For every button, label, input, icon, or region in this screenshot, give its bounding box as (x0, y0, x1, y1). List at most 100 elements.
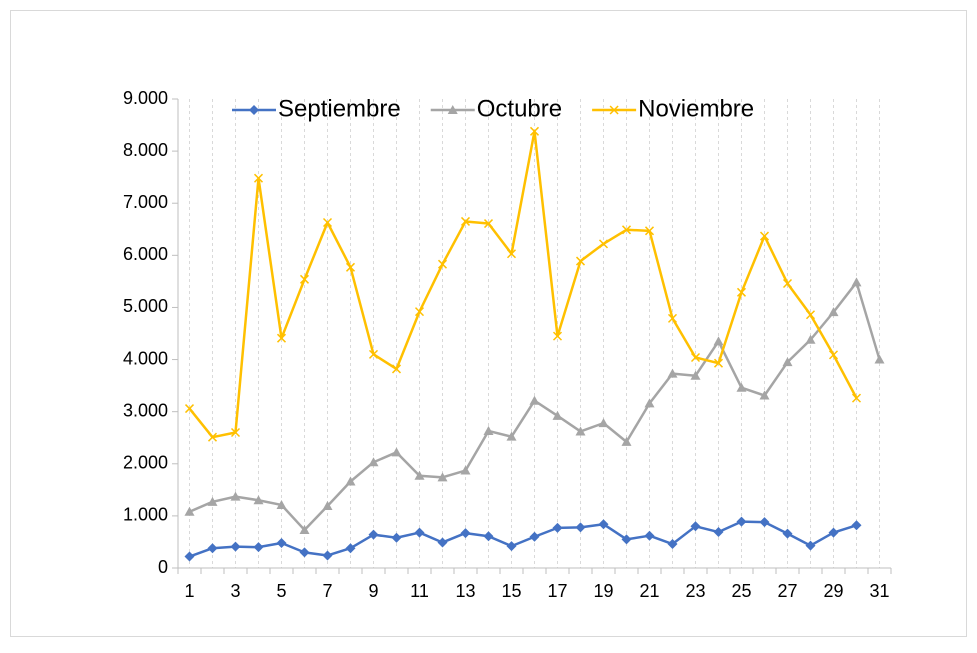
x-tick-label: 23 (685, 581, 705, 601)
marker (447, 105, 458, 114)
marker (621, 534, 632, 545)
marker (805, 310, 816, 320)
marker (483, 425, 494, 435)
marker (299, 524, 310, 534)
x-tick-label: 19 (593, 581, 613, 601)
y-tick-label: 3.000 (123, 400, 168, 420)
marker (345, 476, 356, 486)
marker (736, 516, 747, 527)
x-tick-label: 13 (455, 581, 475, 601)
marker (805, 334, 816, 344)
marker (299, 274, 310, 284)
marker (552, 331, 563, 341)
marker (598, 418, 609, 428)
marker (575, 256, 586, 266)
marker (736, 382, 747, 392)
marker (552, 522, 563, 533)
marker (368, 529, 379, 540)
marker (828, 350, 839, 360)
x-tick-label: 5 (276, 581, 286, 601)
marker (299, 547, 310, 558)
marker (575, 426, 586, 436)
legend-label: Noviembre (638, 95, 754, 122)
marker (874, 354, 885, 364)
marker (230, 427, 241, 438)
x-tick-label: 31 (869, 581, 889, 601)
legend-item: Septiembre (232, 95, 401, 122)
marker (207, 543, 218, 554)
marker (506, 541, 517, 552)
marker (575, 522, 586, 533)
marker (345, 262, 356, 272)
marker (828, 307, 839, 317)
marker (253, 542, 264, 553)
marker (276, 499, 287, 509)
marker (621, 436, 632, 446)
marker (414, 527, 425, 538)
x-tick-label: 11 (410, 581, 429, 601)
marker (713, 358, 724, 368)
marker (644, 398, 655, 408)
marker (736, 287, 747, 297)
marker (345, 543, 356, 554)
marker (368, 457, 379, 467)
x-tick-label: 1 (184, 581, 194, 601)
x-tick-label: 27 (777, 581, 797, 601)
x-tick-label: 21 (639, 581, 659, 601)
marker (759, 517, 770, 528)
marker (759, 390, 770, 400)
y-tick-label: 9.000 (123, 88, 168, 108)
legend-label: Septiembre (278, 95, 401, 122)
legend-item: Octubre (430, 95, 562, 122)
marker (851, 520, 862, 531)
y-tick-label: 0 (158, 557, 168, 577)
marker (276, 537, 287, 548)
marker (437, 259, 448, 269)
y-tick-label: 5.000 (123, 296, 168, 316)
marker (644, 226, 655, 236)
marker (690, 370, 701, 380)
marker (529, 531, 540, 542)
marker (391, 532, 402, 543)
marker (506, 249, 517, 259)
legend-label: Octubre (477, 95, 562, 122)
x-tick-label: 7 (322, 581, 332, 601)
marker (207, 496, 218, 506)
marker (598, 239, 609, 249)
series-line (188, 130, 858, 439)
marker (805, 540, 816, 551)
marker (322, 500, 333, 510)
marker (828, 527, 839, 538)
marker (713, 336, 724, 346)
marker (184, 404, 195, 414)
x-tick-label: 17 (547, 581, 567, 601)
marker (782, 528, 793, 539)
marker (690, 352, 701, 363)
x-tick-label: 9 (368, 581, 378, 601)
marker (276, 333, 287, 343)
marker (851, 277, 862, 287)
marker (644, 530, 655, 541)
y-tick-label: 1.000 (123, 505, 168, 525)
marker (690, 521, 701, 532)
marker (253, 173, 264, 183)
marker (391, 447, 402, 457)
marker (782, 278, 793, 289)
y-tick-label: 2.000 (123, 453, 168, 473)
marker (230, 541, 241, 552)
legend-item: Noviembre (592, 95, 754, 122)
y-tick-label: 8.000 (123, 140, 168, 160)
marker (598, 519, 609, 530)
marker (713, 527, 724, 538)
y-tick-label: 4.000 (123, 348, 168, 368)
y-tick-label: 6.000 (123, 244, 168, 264)
marker (506, 431, 517, 441)
marker (667, 368, 678, 378)
marker (184, 551, 195, 562)
marker (667, 539, 678, 550)
marker (322, 550, 333, 561)
x-tick-label: 3 (230, 581, 240, 601)
marker (552, 410, 563, 420)
marker (782, 357, 793, 367)
